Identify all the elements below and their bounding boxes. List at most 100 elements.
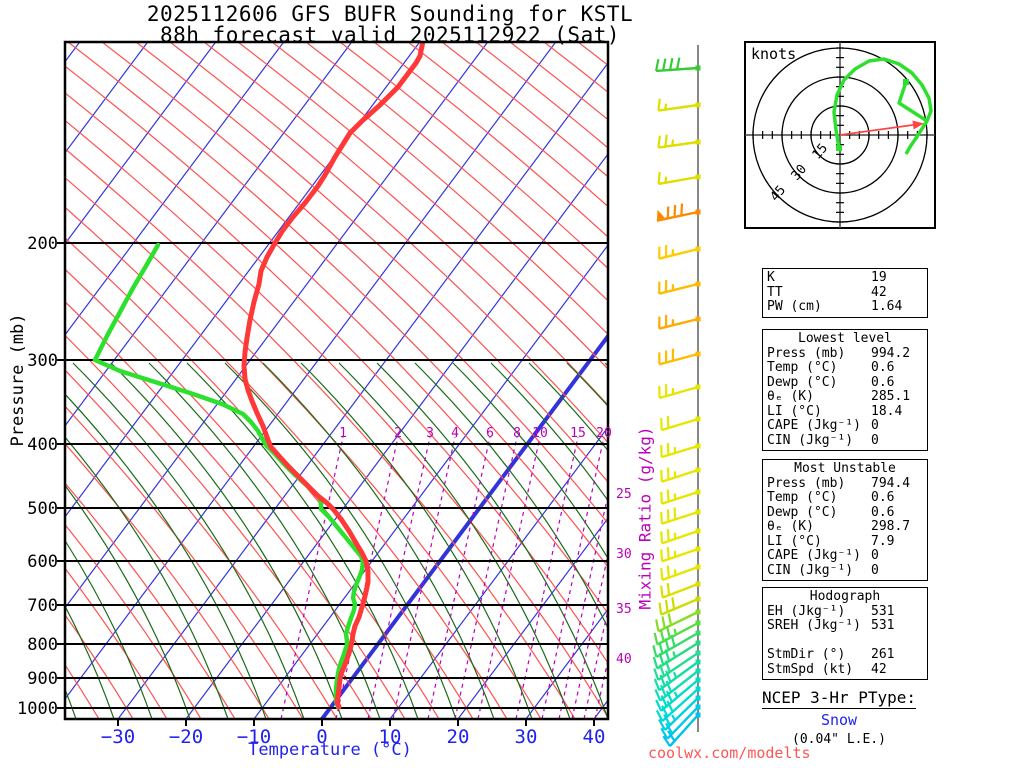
ptype-amount: (0.04" L.E.) <box>792 732 886 747</box>
wind-barb-icon <box>658 384 701 400</box>
wind-barb-icon <box>660 528 701 545</box>
temperature-axis-title: Temperature (°C) <box>248 740 412 760</box>
most-unstable-row: θₑ (K) 298.7 <box>767 519 923 535</box>
skewt-axes <box>57 40 610 726</box>
lowest-level-value: 18.4 <box>871 403 903 419</box>
most-unstable-label: Dewp (°C) <box>767 504 838 520</box>
most-unstable-row: CIN (Jkg⁻¹) 0 <box>767 562 923 579</box>
most-unstable-label: Press (mb) <box>767 475 846 491</box>
lowest-level-row: Press (mb) 994.2 <box>767 346 923 362</box>
wind-barb-icon <box>660 443 701 459</box>
wind-barb-icon <box>662 712 701 748</box>
most-unstable-value: 0 <box>871 548 879 563</box>
mixing-ratio-label: 20 <box>596 426 612 441</box>
ptype-block: NCEP 3-Hr PType: Snow (0.04" L.E.) <box>753 688 925 747</box>
skewt-plot <box>66 43 607 718</box>
index-value: 19 <box>871 270 887 285</box>
wind-barb-icon <box>655 677 701 712</box>
lowest-level-value: 0.6 <box>871 360 895 375</box>
lowest-level-row: LI (°C) 18.4 <box>767 403 923 420</box>
wind-barb-icon <box>660 507 701 525</box>
mixing-ratio-label: 3 <box>426 426 434 441</box>
watermark-link[interactable]: coolwx.com/modelts <box>648 744 811 762</box>
lowest-level-row: θₑ (K) 285.1 <box>767 389 923 405</box>
pressure-tick-label: 200 <box>27 234 58 254</box>
isotherm-lines <box>66 43 607 718</box>
hodograph-stat-row: EH (Jkg⁻¹) 531 <box>767 603 923 620</box>
most-unstable-label: θₑ (K) <box>767 519 814 534</box>
pressure-tick-label: 600 <box>27 552 58 572</box>
index-row: TT 42 <box>767 284 923 301</box>
lowest-level-label: θₑ (K) <box>767 389 814 404</box>
temperature-tick-label: −10 <box>236 726 272 748</box>
wind-barb-icon <box>658 279 701 295</box>
lowest-level-label: Dewp (°C) <box>767 374 838 390</box>
most-unstable-row: Press (mb) 794.4 <box>767 475 923 492</box>
pressure-tick-label: 500 <box>27 499 58 519</box>
lowest-level-label: LI (°C) <box>767 403 822 419</box>
mixing-ratio-label: 2 <box>394 426 402 441</box>
hodograph-stats-table: Hodograph EH (Jkg⁻¹) 531 SREH (Jkg⁻¹) 531 St… <box>762 587 928 680</box>
mixing-ratio-label: 10 <box>532 426 548 441</box>
temperature-tick-label: −30 <box>100 726 136 748</box>
storm-motion-arrow <box>839 123 921 136</box>
most-unstable-label: CIN (Jkg⁻¹) <box>767 562 854 578</box>
most-unstable-value: 0 <box>871 562 879 578</box>
hodograph-stat-label <box>767 634 871 649</box>
wind-barb-icon <box>660 546 701 563</box>
hodograph-stat-label: SREH (Jkg⁻¹) <box>767 618 861 633</box>
lowest-level-value: 0.6 <box>871 374 895 390</box>
hodograph-units-label: knots <box>751 45 797 63</box>
hodograph-stat-row: SREH (Jkg⁻¹) 531 <box>767 618 923 634</box>
index-label: K <box>767 270 775 285</box>
pressure-tick-label: 300 <box>27 351 58 371</box>
hodograph-stat-value: 261 <box>871 647 895 662</box>
temperature-tick-label: −20 <box>168 726 204 748</box>
lowest-level-header: Lowest level <box>798 331 892 346</box>
wind-barb-icon <box>658 695 701 731</box>
most-unstable-label: LI (°C) <box>767 533 822 549</box>
lowest-level-value: 285.1 <box>871 389 911 404</box>
hodograph-trace-spur <box>897 81 928 123</box>
hodograph-stat-label: StmSpd (kt) <box>767 661 854 677</box>
ptype-header: NCEP 3-Hr PType: <box>761 688 917 709</box>
wind-barb-icon <box>653 650 701 681</box>
lowest-level-row: Temp (°C) 0.6 <box>767 360 923 376</box>
wind-barb-icon <box>652 640 701 670</box>
hodograph-stat-value: 531 <box>871 618 895 633</box>
mixing-ratio-label: 35 <box>616 602 632 617</box>
mixing-ratio-label: 40 <box>616 652 632 667</box>
lowest-level-row: Dewp (°C) 0.6 <box>767 374 923 391</box>
wind-barb-icon <box>652 630 701 659</box>
temperature-tick-label: 20 <box>446 726 470 748</box>
wind-barb-icon <box>657 98 701 112</box>
most-unstable-row: Dewp (°C) 0.6 <box>767 504 923 521</box>
pressure-axis-title: Pressure (mb) <box>8 313 28 447</box>
lowest-level-value: 0 <box>871 418 879 433</box>
hodograph-stat-label: EH (Jkg⁻¹) <box>767 603 846 619</box>
dewpoint-trace <box>92 242 366 710</box>
pressure-tick-label: 900 <box>27 669 58 689</box>
mixing-ratio-label: 1 <box>339 426 347 441</box>
most-unstable-header: Most Unstable <box>794 461 896 476</box>
temperature-tick-label: 30 <box>514 726 538 748</box>
index-label: PW (cm) <box>767 299 822 314</box>
lowest-level-label: CIN (Jkg⁻¹) <box>767 432 854 448</box>
index-label: TT <box>767 284 783 300</box>
wind-barb-column <box>652 45 701 748</box>
hodograph-stat-value <box>871 634 923 649</box>
wind-barb-icon <box>660 564 701 582</box>
lowest-level-label: Temp (°C) <box>767 360 838 375</box>
lowest-level-table: Lowest level Press (mb) 994.2 Temp (°C) 0.6… <box>762 329 928 451</box>
most-unstable-value: 0.6 <box>871 490 895 505</box>
wind-barb-icon <box>658 244 701 260</box>
hodograph-stat-row: StmSpd (kt) 42 <box>767 661 923 678</box>
mixing-ratio-axis-title: Mixing Ratio (g/kg) <box>635 426 655 610</box>
wind-barb-icon <box>657 134 701 149</box>
pressure-tick-label: 1000 <box>17 699 58 719</box>
lowest-level-row: CAPE (Jkg⁻¹) 0 <box>767 418 923 434</box>
mixing-ratio-label: 15 <box>570 426 586 441</box>
wind-barb-icon <box>660 416 701 432</box>
wind-barb-icon <box>657 171 701 186</box>
